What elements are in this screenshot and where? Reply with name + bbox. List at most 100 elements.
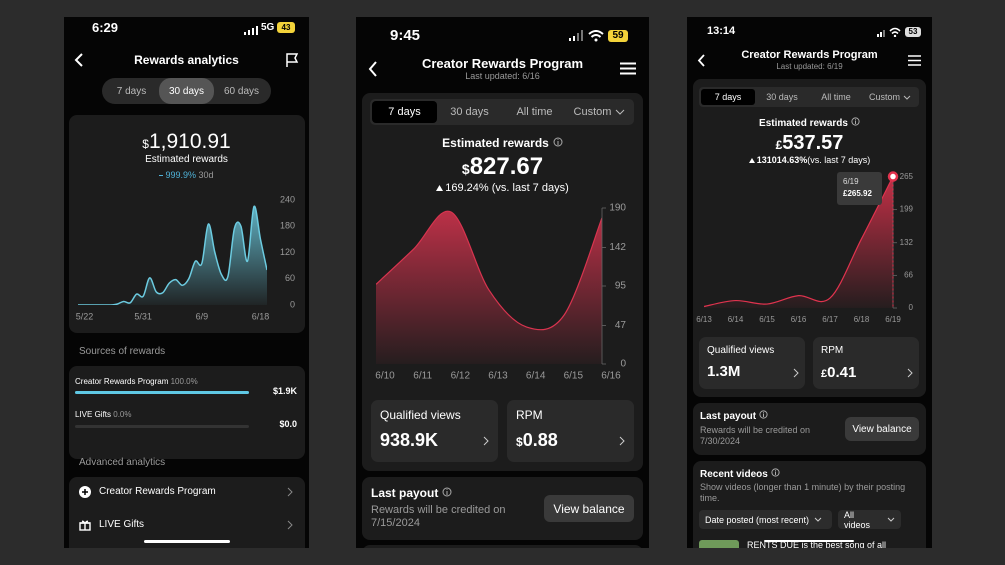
signal-icon: [244, 26, 258, 35]
currency: $: [142, 137, 149, 151]
source-row: LIVE Gifts 0.0%: [75, 410, 131, 420]
label-text: Estimated rewards: [759, 118, 848, 129]
source-share: 0.0%: [113, 410, 132, 419]
tab[interactable]: Custom: [567, 101, 632, 123]
source-row: Creator Rewards Program 100.0%: [75, 377, 198, 387]
sort-dropdown[interactable]: Date posted (most recent): [699, 510, 832, 529]
tab[interactable]: 30 days: [450, 106, 489, 118]
tab[interactable]: All time: [821, 92, 851, 102]
phone: 13:14 53 Creator Rewards Program Last up…: [687, 17, 932, 548]
tab[interactable]: 7 days: [116, 85, 147, 97]
x-tick-label: 5/31: [134, 311, 152, 321]
battery: 59: [608, 30, 628, 42]
header-subtitle: Last updated: 6/19: [776, 62, 843, 71]
y-tick-label: 199: [900, 205, 914, 214]
metric-value: 938.9K: [380, 430, 439, 450]
recent-card: [693, 461, 926, 548]
chart: 0 66 132 199 265 6/13 6/14 6/15 6/16 6/17 6/18 6/19: [696, 171, 914, 324]
metric-value: $0.88: [516, 430, 558, 452]
value: 0.88: [522, 430, 558, 450]
metric-card[interactable]: [813, 337, 919, 389]
x-tick-label: 5/22: [76, 311, 94, 321]
x-tick-label: 6/14: [728, 315, 744, 324]
payout-text: Rewards will be credited on 7/30/2024: [700, 425, 811, 446]
home-indicator: [764, 540, 854, 542]
flag-button[interactable]: [285, 52, 299, 68]
header-subtitle: Last updated: 6/16: [465, 71, 540, 81]
up-icon: [436, 185, 444, 191]
back-button[interactable]: [697, 54, 706, 67]
back-button[interactable]: [74, 53, 84, 67]
metric-card[interactable]: [699, 337, 805, 389]
header-title: Creator Rewards Program: [741, 49, 878, 61]
filter-dropdown[interactable]: All videos: [838, 510, 901, 530]
x-tick-label: 6/16: [791, 315, 807, 324]
tab[interactable]: 60 days: [223, 85, 260, 97]
chart: 0 47 95 142 190 6/10 6/11 6/12 6/13 6/14 6/15 6/16: [375, 203, 627, 382]
video-title[interactable]: RENTS DUE is the best song of all: [747, 540, 887, 548]
title-text: Last payout: [700, 411, 757, 422]
metric-label: Qualified views: [707, 345, 775, 356]
tab[interactable]: 30 days: [159, 78, 214, 104]
y-tick-label: 95: [615, 281, 627, 292]
info-icon: [442, 487, 452, 497]
x-tick-label: 6/18: [252, 311, 270, 321]
tab[interactable]: 7 days: [372, 101, 437, 123]
label-text: Estimated rewards: [442, 136, 549, 150]
dropdown-icon: [814, 517, 822, 522]
tab[interactable]: Custom: [863, 89, 917, 105]
tab-label: Custom: [868, 92, 900, 102]
section-title: Advanced analytics: [79, 457, 166, 468]
x-tick-label: 6/11: [413, 371, 432, 382]
dropdown-label: Date posted (most recent): [705, 514, 810, 525]
tab[interactable]: 30 days: [766, 92, 798, 102]
dropdown-icon: [887, 517, 895, 522]
source-name: Creator Rewards Program: [75, 377, 169, 386]
status-icons: [569, 30, 604, 42]
menu-button[interactable]: [620, 62, 636, 75]
advanced-card: [69, 477, 305, 548]
video-thumbnail[interactable]: [699, 540, 739, 548]
y-tick-label: 132: [900, 238, 914, 247]
source-amount: $0.0: [279, 419, 297, 429]
metric-label: RPM: [516, 408, 543, 422]
menu-button[interactable]: [908, 55, 921, 66]
amount-value: 827.67: [469, 153, 544, 180]
metric-card[interactable]: [371, 400, 498, 462]
header-title: Rewards analytics: [134, 53, 239, 67]
status-time: 6:29: [92, 20, 119, 35]
back-button[interactable]: [368, 61, 378, 77]
area: [78, 206, 267, 305]
change: 131014.63%(vs. last 7 days): [687, 155, 932, 166]
change-value: 999.9%: [165, 170, 196, 180]
y-tick-label: 240: [280, 194, 295, 204]
x-tick-label: 6/10: [375, 371, 395, 382]
comparison: (vs. last 7 days): [807, 155, 871, 165]
tab[interactable]: All time: [516, 106, 553, 118]
view-balance-button[interactable]: View balance: [544, 495, 634, 522]
home-indicator: [144, 540, 230, 543]
y-tick-label: 190: [609, 203, 626, 214]
tab[interactable]: 7 days: [701, 89, 755, 105]
phone: 9:45 59 Creator Rewards Program Last upd…: [356, 17, 649, 548]
currency: £: [775, 138, 783, 152]
area: [376, 211, 602, 364]
menu-item[interactable]: Creator Rewards Program: [99, 486, 216, 497]
source-amount: $1.9K: [272, 386, 297, 396]
x-tick-label: 6/13: [696, 315, 712, 324]
battery: 43: [277, 22, 295, 33]
menu-item[interactable]: LIVE Gifts: [99, 519, 145, 530]
chevron: [793, 368, 799, 378]
amount-label: Estimated rewards: [356, 136, 649, 150]
info-icon: [851, 117, 860, 126]
amount-value: 537.57: [782, 132, 844, 154]
section-title: Sources of rewards: [79, 346, 166, 357]
x-tick-label: 6/18: [854, 315, 870, 324]
metric-card[interactable]: [507, 400, 634, 462]
tabs: 7 days 30 days All time Custom: [699, 87, 919, 107]
view-balance-button[interactable]: View balance: [845, 417, 919, 441]
tabs: 7 days 30 days 60 days: [102, 78, 271, 104]
tooltip-value: £265.92: [843, 189, 872, 198]
phone: 6:29 5G 43 Rewards analytics 7 days 30 d…: [64, 17, 309, 548]
